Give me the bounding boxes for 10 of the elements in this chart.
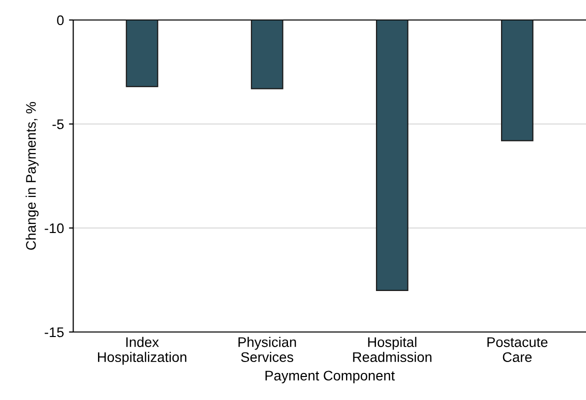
x-tick-label: Postacute Care [487, 337, 548, 362]
x-tick-label: Index Hospitalization [98, 336, 186, 365]
y-tick-label: -15 [44, 327, 64, 338]
x-tick-label: Hospital Readmission [353, 336, 432, 362]
x-axis-title: Payment Component [266, 370, 395, 384]
y-tick-label: 0 [57, 15, 64, 26]
y-axis-title: Change in Payments, % [26, 102, 39, 250]
y-tick-label: -5 [52, 119, 64, 130]
y-tick-label: -10 [44, 223, 64, 234]
x-tick-label: Physician Services [238, 336, 296, 362]
